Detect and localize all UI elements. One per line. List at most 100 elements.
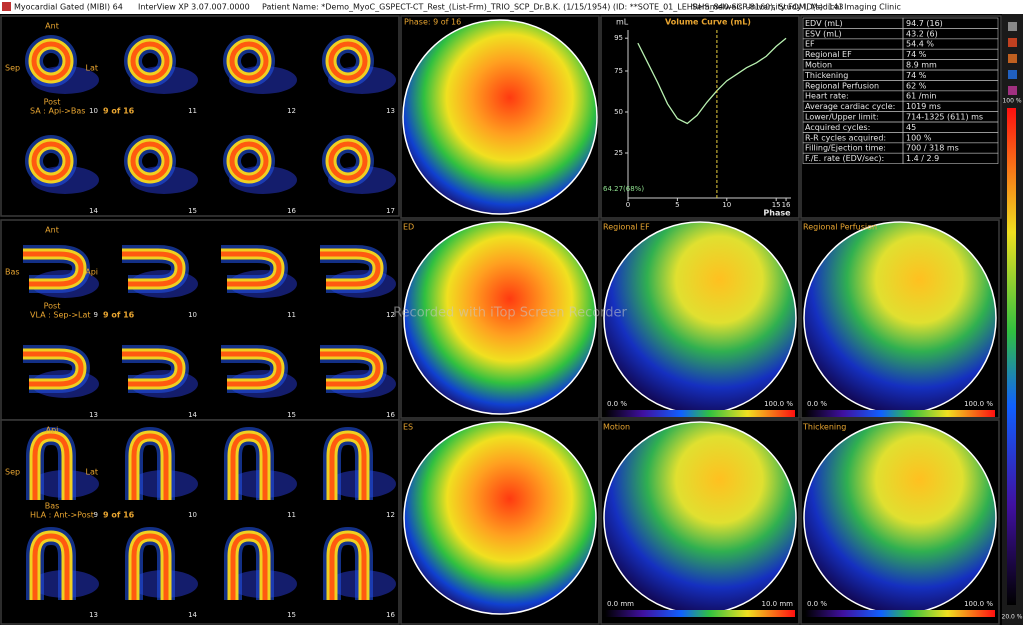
table-value: 54.4 %	[906, 40, 934, 49]
polar-map	[603, 221, 797, 415]
tool-button[interactable]	[1008, 54, 1017, 63]
orientation-left: Sep	[5, 64, 20, 73]
phase-label: Phase: 9 of 16	[404, 18, 461, 27]
table-label: Average cardiac cycle:	[805, 102, 895, 111]
table-label: Thickening	[804, 71, 848, 80]
slice-number: 12	[386, 511, 395, 519]
table-label: R-R cycles acquired:	[805, 133, 886, 142]
slice-wall-core	[230, 533, 268, 600]
slice-number: 16	[386, 611, 395, 619]
slice-wall-core	[122, 251, 183, 287]
volume-line	[637, 37, 787, 125]
tool-button[interactable]	[1008, 86, 1017, 95]
slice-wall-core	[320, 351, 381, 387]
slice-axis: SA : Api->Bas	[30, 107, 85, 116]
side-scale-bottom: 20.0 %	[1002, 614, 1023, 621]
tool-button[interactable]	[1008, 22, 1017, 31]
scale-max: 100.0 %	[964, 600, 993, 608]
polar-map	[803, 421, 997, 615]
slice-number: 15	[287, 411, 296, 419]
slice-wall-core	[131, 433, 169, 500]
frame-indicator: 9 of 16	[103, 311, 135, 320]
slice-number: 17	[386, 207, 395, 215]
x-tick-label: 10	[722, 201, 731, 209]
frame-indicator: 9 of 16	[103, 511, 135, 520]
table-label: EF	[805, 40, 815, 49]
app-name: Myocardial Gated (MIBI) 64	[14, 3, 123, 12]
phase-image	[402, 19, 598, 215]
slice-wall-core	[320, 251, 381, 287]
slice-wall-core	[122, 351, 183, 387]
polar-colorbar	[805, 610, 995, 617]
slice-number: 15	[188, 207, 197, 215]
polar-map-label: Thickening	[802, 423, 846, 432]
x-tick-label: 15	[772, 201, 781, 209]
slice-number: 13	[386, 107, 395, 115]
slice-wall-core	[329, 433, 367, 500]
scale-min: 0.0 %	[807, 600, 827, 608]
scale-min: 0.0 %	[807, 400, 827, 408]
scale-max: 10.0 mm	[762, 600, 794, 608]
x-tick-label: 16	[782, 201, 791, 209]
orientation-bottom: Post	[44, 98, 61, 107]
scale-max: 100.0 %	[964, 400, 993, 408]
table-value: 1019 ms	[906, 102, 941, 111]
table-value: 61 /min	[906, 92, 937, 101]
patient-info: Patient Name: *Demo_MyoC_GSPECT-CT_Rest_…	[262, 3, 843, 12]
table-label: Lower/Upper limit:	[805, 113, 879, 122]
table-value: 74 %	[906, 50, 927, 59]
curve-summary: 64.27(68%)	[603, 185, 644, 193]
slice-number: 9	[94, 511, 98, 519]
polar-map	[803, 221, 997, 415]
table-value: 43.2 (6)	[906, 29, 938, 38]
orientation-top: Ant	[45, 226, 59, 235]
y-tick-label: 75	[614, 67, 623, 75]
table-label: Regional Perfusion	[805, 81, 879, 90]
scale-min: 0.0 %	[607, 400, 627, 408]
slice-number: 13	[89, 411, 98, 419]
tool-button[interactable]	[1008, 38, 1017, 47]
watermark: Recorded with iTop Screen Recorder	[393, 306, 627, 321]
slice-wall-core	[131, 533, 169, 600]
slice-axis: VLA : Sep->Lat	[30, 311, 91, 320]
orientation-left: Sep	[5, 468, 20, 477]
polar-map	[603, 421, 797, 615]
polar-map-label: Regional Perfusion	[803, 223, 877, 232]
slice-wall-core	[230, 433, 268, 500]
slice-wall-core	[328, 141, 368, 181]
table-row	[902, 152, 999, 164]
slice-number: 14	[188, 411, 197, 419]
slice-number: 13	[89, 611, 98, 619]
table-value: 62 %	[906, 81, 927, 90]
slice-number: 12	[386, 311, 395, 319]
app-version: InterView XP 3.07.007.0000	[138, 3, 250, 12]
title-bar	[0, 0, 1023, 14]
table-value: 8.9 mm	[906, 61, 937, 70]
frame-indicator: 9 of 16	[103, 107, 135, 116]
table-label: Acquired cycles:	[805, 123, 870, 132]
slice-wall-core	[23, 351, 84, 387]
slice-wall-core	[130, 141, 170, 181]
table-value: 100 %	[906, 133, 932, 142]
slice-number: 16	[287, 207, 296, 215]
orientation-right: Lat	[86, 64, 99, 73]
x-axis-label: Phase	[763, 209, 791, 218]
slice-number: 12	[287, 107, 296, 115]
table-label: EDV (mL)	[805, 19, 843, 28]
institution: Semmelweis University FOM, Medical Imagi…	[692, 3, 901, 12]
slice-number: 16	[386, 411, 395, 419]
slice-wall-core	[31, 41, 71, 81]
y-tick-label: 95	[614, 34, 623, 42]
slice-number: 11	[287, 511, 296, 519]
table-value: 94.7 (16)	[906, 19, 943, 28]
slice-wall-core	[328, 41, 368, 81]
polar-map	[403, 421, 597, 615]
y-tick-label: 50	[614, 108, 623, 116]
polar-colorbar	[605, 610, 795, 617]
orientation-bottom: Bas	[45, 502, 60, 511]
table-value: 700 / 318 ms	[906, 144, 959, 153]
table-value: 74 %	[906, 71, 927, 80]
slice-number: 14	[89, 207, 98, 215]
app-icon	[2, 2, 11, 11]
tool-button[interactable]	[1008, 70, 1017, 79]
